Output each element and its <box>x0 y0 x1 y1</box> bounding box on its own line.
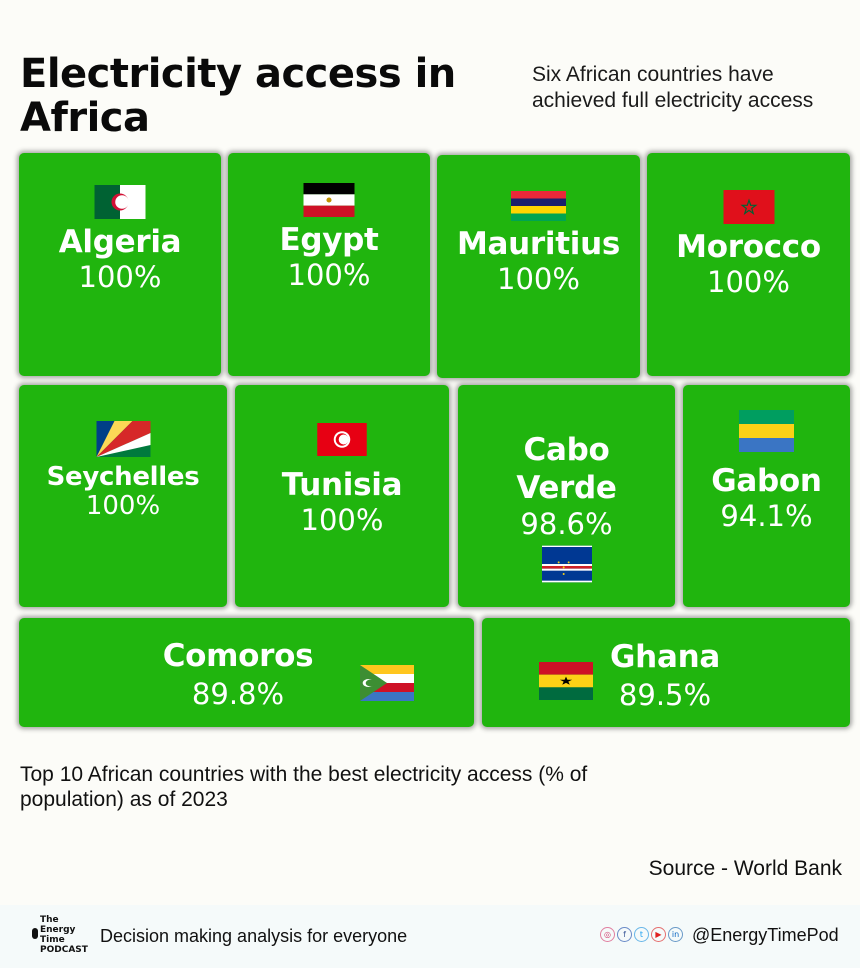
source-label: Source - World Bank <box>648 857 842 880</box>
country-value: 100% <box>85 491 161 521</box>
tile-comoros: Comoros 89.8% <box>19 618 474 727</box>
microphone-icon <box>32 928 38 939</box>
country-value: 89.8% <box>191 677 285 711</box>
country-name: Tunisia <box>281 467 403 503</box>
country-value: 100% <box>287 258 371 292</box>
ghana-flag-icon <box>539 662 593 700</box>
country-name: Seychelles <box>46 462 200 492</box>
country-value: 94.1% <box>720 499 813 533</box>
instagram-icon[interactable]: ◎ <box>600 927 615 942</box>
comoros-flag-icon <box>360 665 414 701</box>
country-name: Algeria <box>58 224 182 260</box>
social-icons: ◎ f t ▶ in <box>600 927 683 942</box>
gabon-flag-icon <box>739 410 794 452</box>
country-value: 100% <box>78 260 162 294</box>
tunisia-flag-icon <box>317 423 367 456</box>
chart-caption: Top 10 African countries with the best e… <box>20 763 588 811</box>
tile-cabo-verde: Cabo Verde 98.6% <box>458 385 675 607</box>
country-name: Morocco <box>676 229 821 265</box>
tile-algeria: Algeria 100% <box>19 153 221 376</box>
country-value: 89.5% <box>618 678 712 712</box>
page-title: Electricity access in Africa <box>20 51 456 141</box>
footer: The Energy Time PODCAST Decision making … <box>0 905 860 968</box>
morocco-flag-icon <box>723 190 775 224</box>
logo-line: The <box>40 915 59 925</box>
tile-ghana: Ghana 89.5% <box>482 618 850 727</box>
country-name: Mauritius <box>456 226 621 262</box>
country-name: Ghana <box>610 639 720 675</box>
country-name: Egypt <box>279 222 379 258</box>
logo-line: Energy <box>40 925 76 935</box>
cabo-verde-flag-icon <box>541 545 592 583</box>
country-value: 100% <box>707 265 790 299</box>
country-value: 100% <box>497 262 580 296</box>
tile-mauritius: Mauritius 100% <box>437 155 640 378</box>
country-name: Cabo <box>523 432 610 468</box>
country-name: Gabon <box>711 463 822 499</box>
twitter-icon[interactable]: t <box>634 927 649 942</box>
egypt-flag-icon <box>303 183 355 217</box>
algeria-flag-icon <box>94 185 146 219</box>
tile-seychelles: Seychelles 100% <box>19 385 227 607</box>
podcast-logo: The Energy Time PODCAST <box>32 915 94 959</box>
tagline: Decision making analysis for everyone <box>100 926 408 946</box>
logo-line: PODCAST <box>40 945 88 955</box>
country-name: Comoros <box>162 638 314 674</box>
tile-gabon: Gabon 94.1% <box>683 385 850 607</box>
social-handle[interactable]: @EnergyTimePod <box>692 925 839 945</box>
tile-tunisia: Tunisia 100% <box>235 385 449 607</box>
logo-line: Time <box>40 935 65 945</box>
seychelles-flag-icon <box>96 421 151 457</box>
country-value: 100% <box>300 503 384 537</box>
country-name-line2: Verde <box>516 470 617 506</box>
subtitle: Six African countries have achieved full… <box>532 63 814 112</box>
youtube-icon[interactable]: ▶ <box>651 927 666 942</box>
country-value: 98.6% <box>520 507 613 541</box>
linkedin-icon[interactable]: in <box>668 927 683 942</box>
tile-egypt: Egypt 100% <box>228 153 430 376</box>
mauritius-flag-icon <box>511 191 566 221</box>
tile-morocco: Morocco 100% <box>647 153 850 376</box>
facebook-icon[interactable]: f <box>617 927 632 942</box>
